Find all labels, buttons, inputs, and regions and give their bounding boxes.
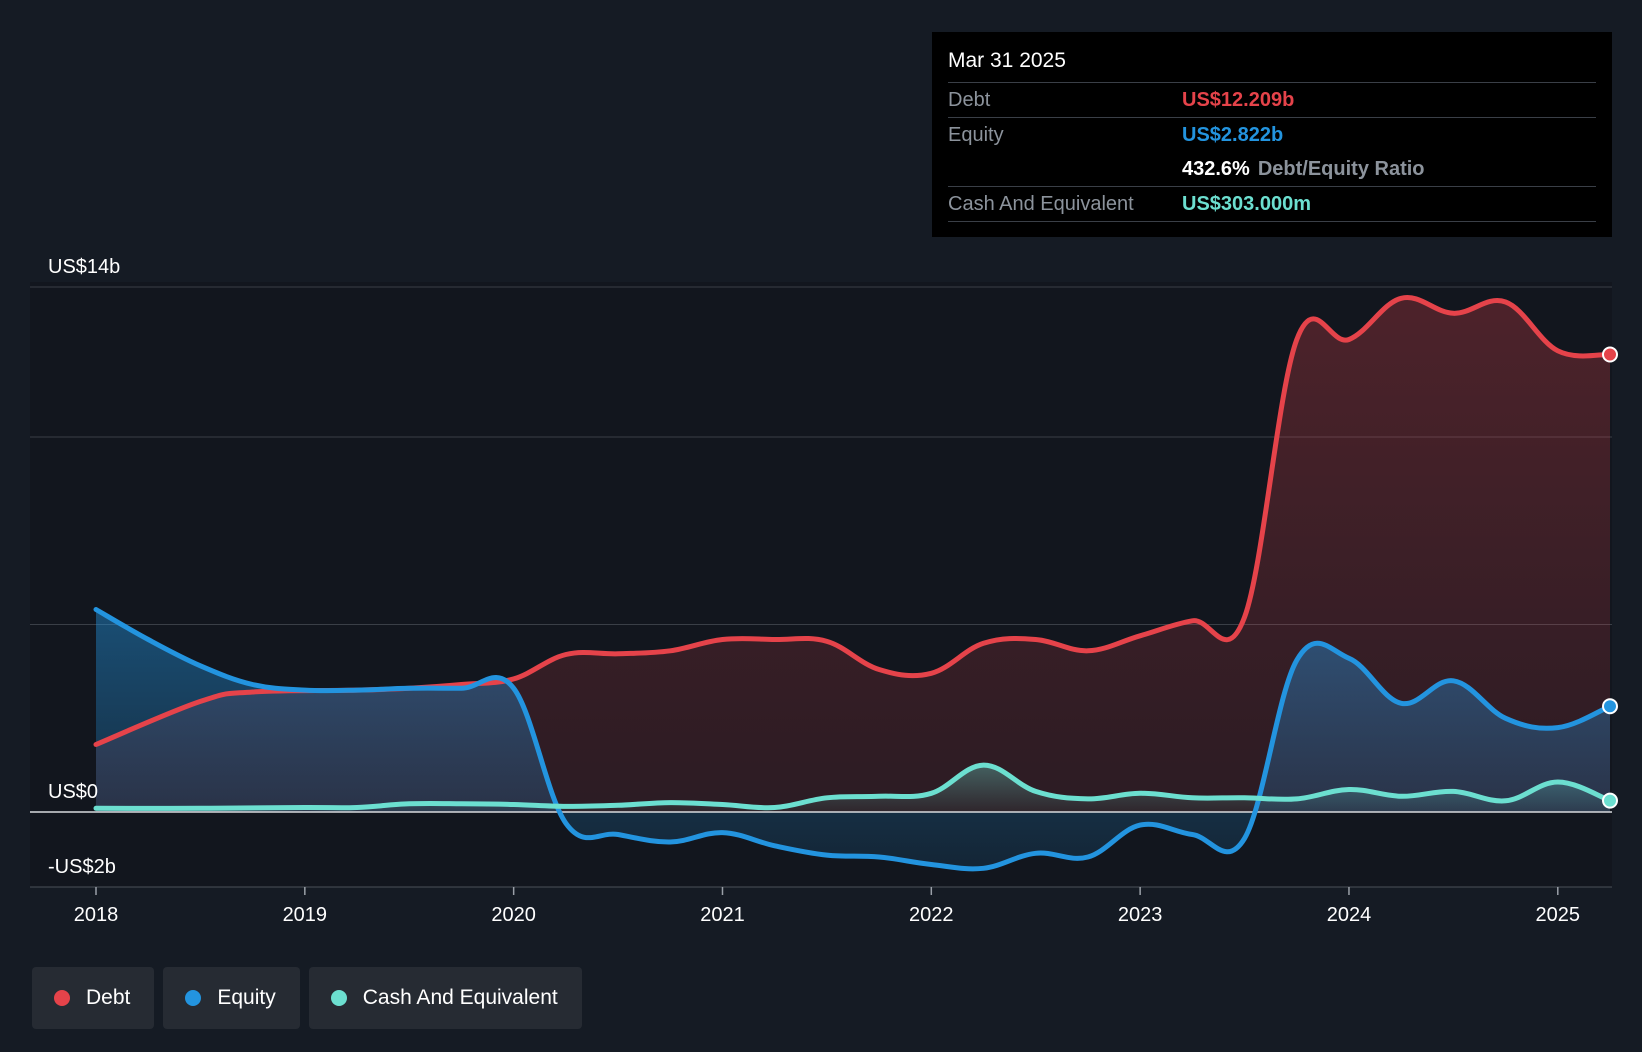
legend-item-equity[interactable]: Equity (163, 967, 300, 1029)
chart-legend: Debt Equity Cash And Equivalent (32, 967, 591, 1029)
tooltip-debt-value: US$12.209b (1182, 88, 1295, 111)
x-tick-label: 2021 (700, 904, 745, 926)
legend-label-cash: Cash And Equivalent (362, 986, 558, 1009)
tooltip-cash-row: Cash And Equivalent US$303.000m (948, 186, 1596, 222)
x-tick-label: 2018 (74, 904, 119, 926)
cash-and-equivalent-end-point[interactable] (1602, 792, 1618, 809)
x-tick-label: 2020 (491, 904, 536, 926)
y-tick-label: US$0 (48, 781, 98, 803)
tooltip-equity-row: Equity US$2.822b (948, 117, 1596, 152)
equity-end-point[interactable] (1602, 698, 1618, 715)
legend-item-debt[interactable]: Debt (32, 967, 155, 1029)
legend-label-debt: Debt (86, 986, 131, 1009)
legend-dot-cash-icon (330, 990, 347, 1006)
tooltip-cash-label: Cash And Equivalent (948, 192, 1134, 215)
y-tick-label: US$14b (48, 256, 120, 278)
tooltip-cash-value: US$303.000m (1182, 192, 1311, 215)
tooltip-equity-value: US$2.822b (1182, 123, 1284, 146)
tooltip-ratio-label: Debt/Equity Ratio (1257, 157, 1425, 180)
x-tick-label: 2022 (909, 904, 954, 926)
x-tick-label: 2025 (1536, 904, 1581, 926)
legend-label-equity: Equity (217, 986, 276, 1009)
legend-dot-debt-icon (54, 990, 70, 1006)
x-tick-label: 2024 (1327, 904, 1372, 926)
tooltip-ratio-row: 432.6% Debt/Equity Ratio (948, 152, 1596, 186)
tooltip-ratio-value: 432.6% (1182, 157, 1250, 180)
debt-area (96, 297, 1610, 812)
x-tick-label: 2023 (1118, 904, 1163, 926)
tooltip-debt-label: Debt (948, 88, 991, 111)
equity-line (93, 607, 1613, 872)
debt-end-point[interactable] (1602, 346, 1618, 363)
legend-item-cash[interactable]: Cash And Equivalent (308, 967, 582, 1029)
legend-dot-equity-icon (185, 990, 202, 1006)
tooltip-debt-row: Debt US$12.209b (948, 82, 1596, 117)
x-tick-label: 2019 (283, 904, 328, 926)
tooltip-date: Mar 31 2025 (948, 49, 1066, 72)
tooltip-equity-label: Equity (948, 123, 1004, 146)
cash-and-equivalent-line (93, 762, 1613, 811)
tooltip-panel: Mar 31 2025 Debt US$12.209b Equity US$2.… (932, 32, 1612, 237)
y-tick-label: -US$2b (48, 856, 116, 878)
